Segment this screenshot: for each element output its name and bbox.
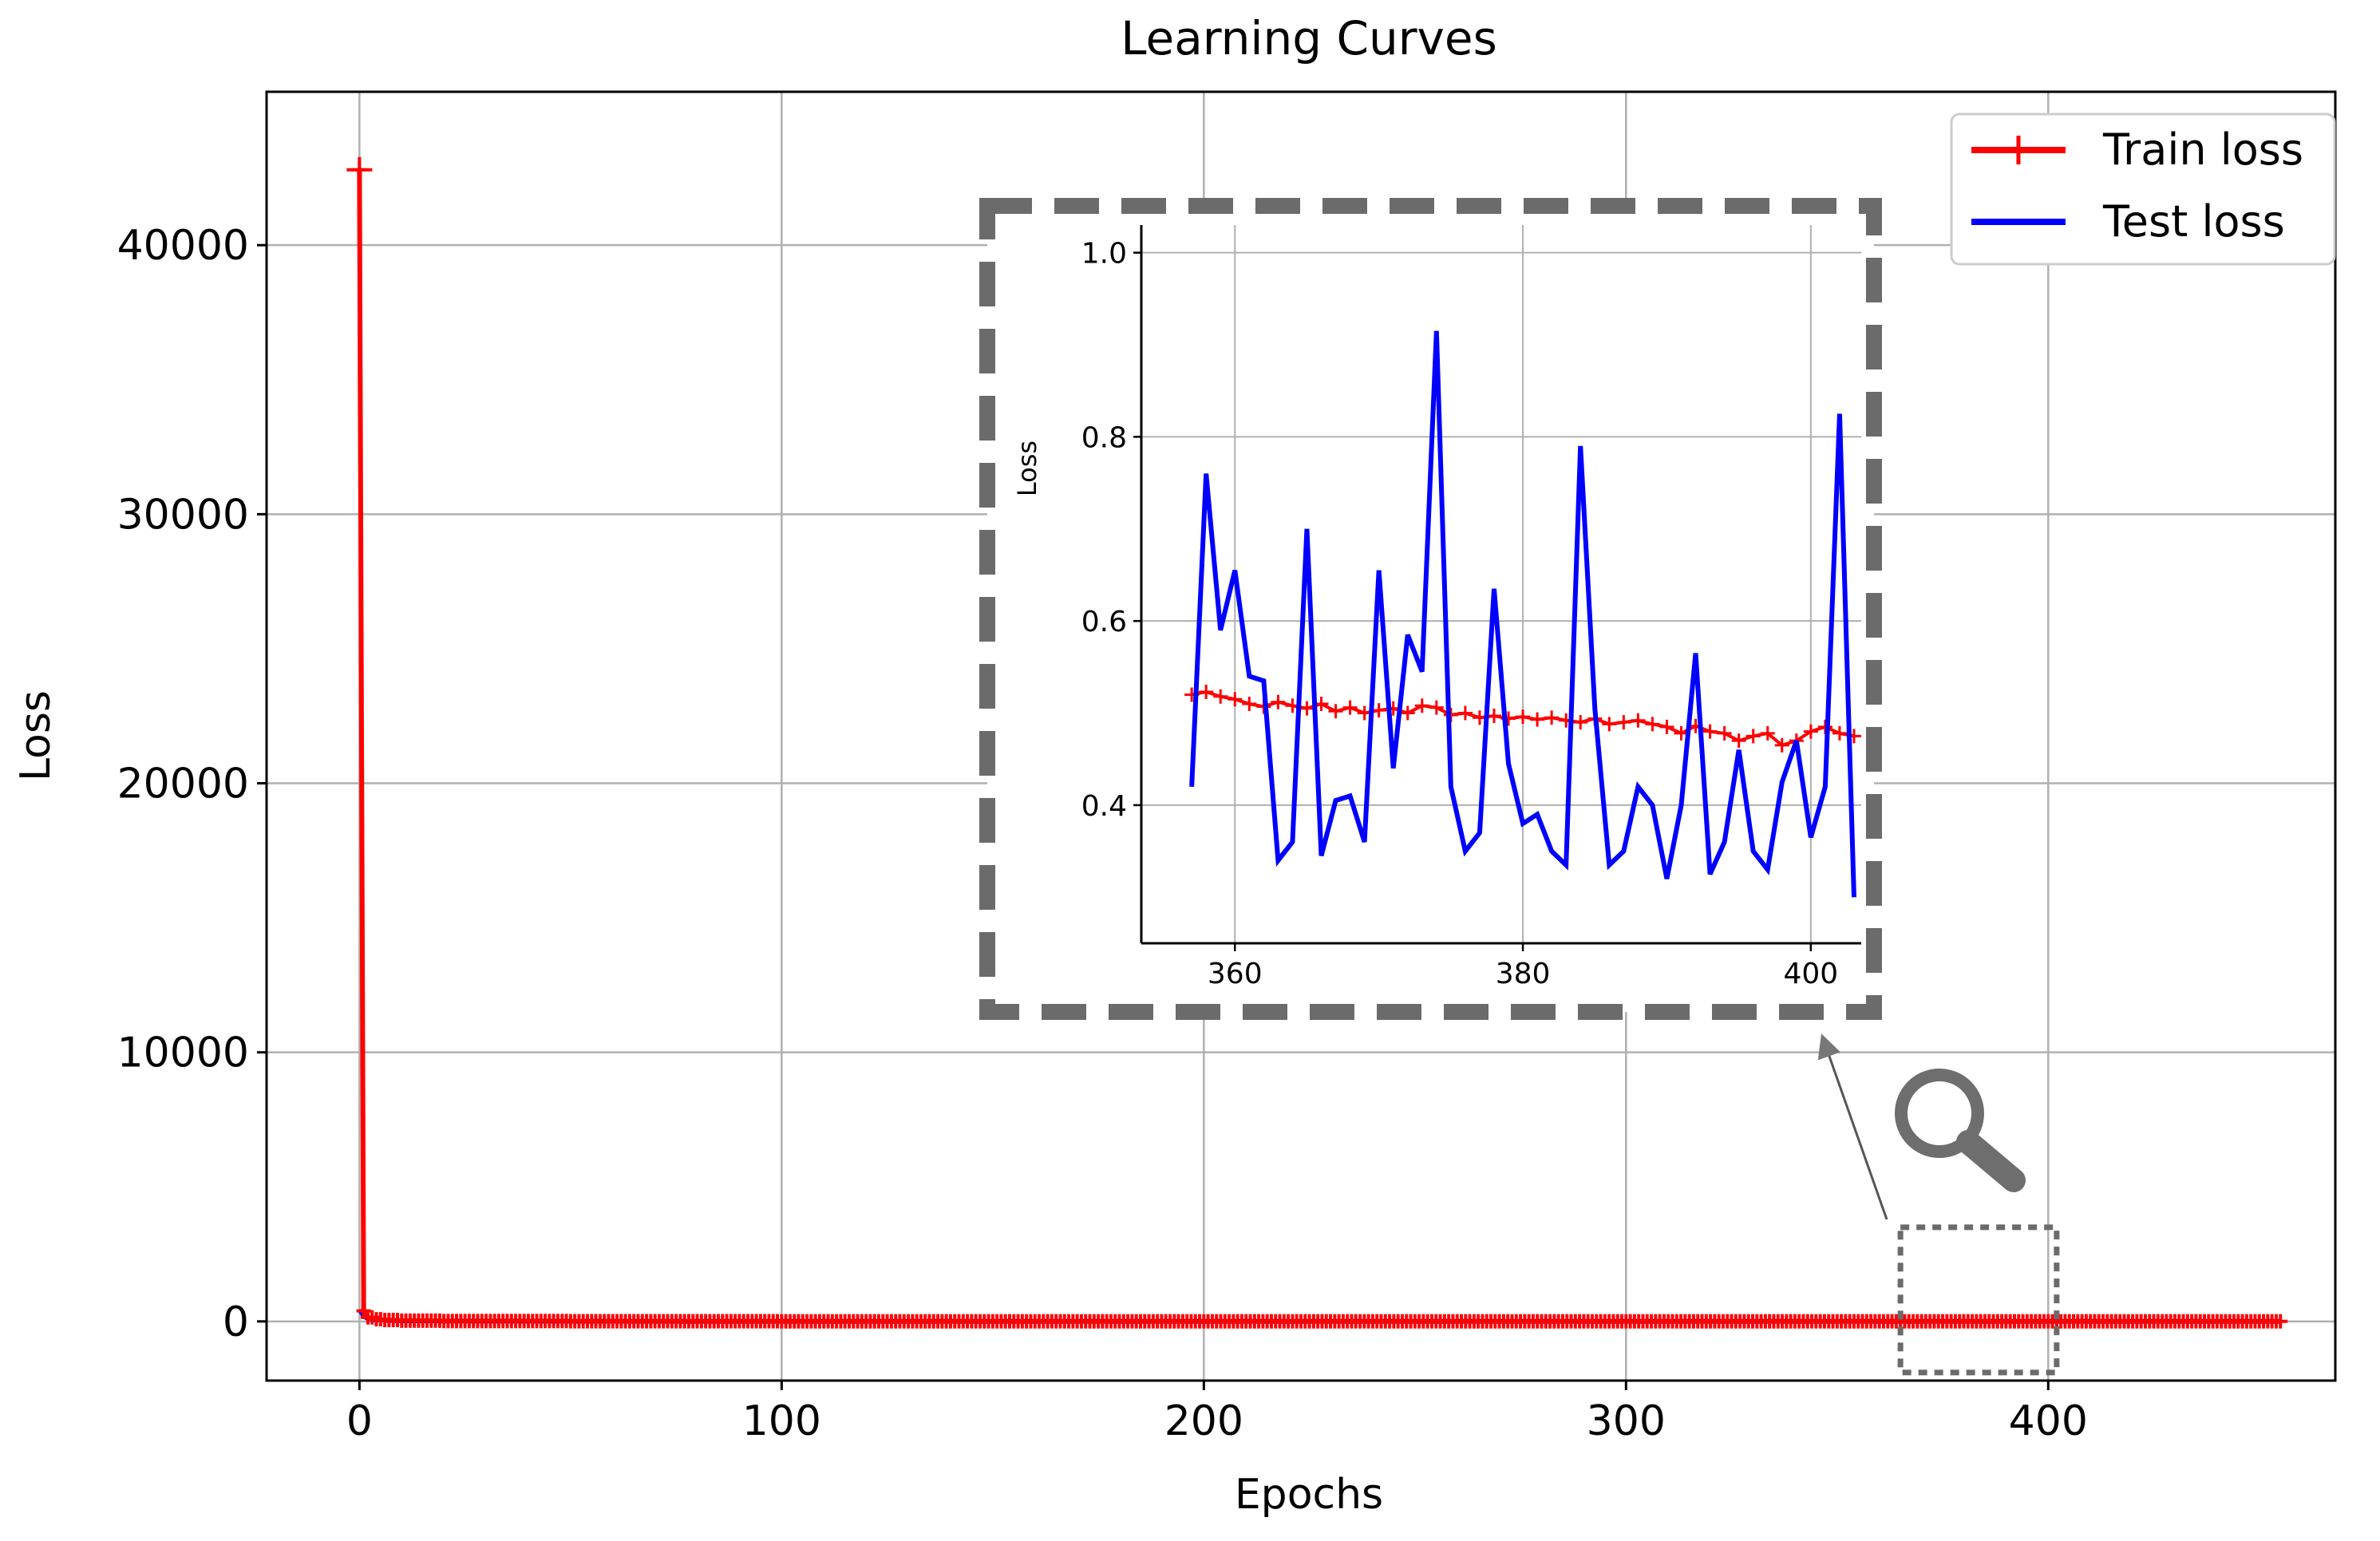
inset-train-loss-marker bbox=[1342, 700, 1358, 715]
zoom-arrow bbox=[1817, 1033, 1888, 1220]
main-y-tick-label: 20000 bbox=[117, 761, 249, 808]
main-x-tick-label: 200 bbox=[1164, 1397, 1243, 1445]
main-y-ticks: 0 10000 20000 30000 40000 bbox=[117, 222, 267, 1346]
inset-y-tick-label: 0.8 bbox=[1081, 421, 1127, 454]
inset-train-loss-marker bbox=[1457, 705, 1473, 721]
inset-train-loss-marker bbox=[1832, 725, 1847, 741]
inset-x-tick-label: 360 bbox=[1208, 958, 1263, 990]
main-x-tick-label: 0 bbox=[346, 1397, 373, 1445]
inset-train-loss-marker bbox=[1544, 710, 1560, 725]
inset-train-loss-marker bbox=[1516, 709, 1531, 725]
inset-train-loss-marker bbox=[1717, 725, 1732, 741]
inset-train-loss-marker bbox=[1400, 705, 1415, 721]
main-train-loss-peak-marker bbox=[346, 156, 373, 183]
y-axis-label: Loss bbox=[12, 690, 60, 781]
inset-y-axis-label: Loss bbox=[1012, 441, 1042, 496]
inset-train-loss-marker bbox=[1213, 689, 1228, 704]
inset-x-tick-label: 400 bbox=[1784, 958, 1839, 990]
zoom-region-box bbox=[1897, 1224, 2060, 1376]
inset-train-loss-marker bbox=[1745, 729, 1761, 744]
inset-train-loss-marker bbox=[1760, 725, 1775, 741]
main-y-tick-label: 40000 bbox=[117, 222, 249, 270]
inset-train-loss-marker bbox=[1328, 704, 1343, 719]
inset-test-loss-line bbox=[1189, 330, 1856, 898]
inset-train-loss-marker bbox=[1731, 733, 1746, 749]
main-x-tick-label: 300 bbox=[1587, 1397, 1666, 1445]
inset-train-loss-marker bbox=[1199, 685, 1214, 699]
inset-train-loss-marker bbox=[1429, 700, 1444, 715]
inset-train-loss-marker bbox=[1803, 724, 1818, 739]
legend-train-label: Train loss bbox=[2102, 124, 2303, 175]
legend-train-marker bbox=[2004, 136, 2033, 164]
inset-x-ticks: 360 380 400 bbox=[1208, 943, 1838, 990]
inset-chart: 360 380 400 0.4 0.6 0.8 1.0 Loss bbox=[979, 198, 1882, 1020]
inset-x-tick-label: 380 bbox=[1496, 958, 1551, 990]
legend: Train loss Test loss bbox=[1950, 113, 2336, 266]
inset-train-loss-marker bbox=[1299, 701, 1315, 716]
inset-y-tick-label: 0.4 bbox=[1081, 790, 1127, 823]
magnifier-icon bbox=[1895, 1069, 2026, 1192]
main-x-tick-label: 400 bbox=[2009, 1397, 2088, 1445]
inset-train-loss-marker bbox=[1371, 703, 1386, 718]
inset-train-loss-marker bbox=[1486, 709, 1501, 723]
main-x-tick-label: 100 bbox=[742, 1397, 821, 1445]
inset-train-loss-marker bbox=[1530, 712, 1545, 727]
main-x-ticks: 0 100 200 300 400 bbox=[346, 1381, 2088, 1445]
main-y-tick-label: 10000 bbox=[117, 1029, 249, 1077]
main-y-tick-label: 0 bbox=[223, 1298, 249, 1346]
inset-train-loss-marker bbox=[1774, 737, 1789, 753]
inset-train-loss-marker bbox=[1271, 694, 1286, 709]
inset-plot-area bbox=[1141, 225, 1861, 943]
inset-train-loss-marker bbox=[1242, 697, 1257, 711]
inset-y-ticks: 0.4 0.6 0.8 1.0 bbox=[1081, 238, 1141, 823]
inset-train-loss-marker bbox=[1414, 698, 1429, 713]
inset-train-loss-marker bbox=[1602, 717, 1617, 732]
main-plot-frame bbox=[265, 90, 2337, 1382]
legend-test-label: Test loss bbox=[2102, 196, 2285, 247]
inset-train-loss-marker bbox=[1228, 692, 1243, 707]
main-train-loss-markers bbox=[346, 156, 2288, 1329]
inset-train-loss-marker bbox=[1573, 715, 1588, 730]
x-axis-label: Epochs bbox=[1235, 1471, 1383, 1519]
inset-y-tick-label: 1.0 bbox=[1081, 238, 1127, 271]
inset-train-loss-marker bbox=[1631, 713, 1646, 728]
inset-train-loss-marker bbox=[1645, 717, 1660, 732]
inset-train-loss-marker bbox=[1616, 715, 1631, 730]
main-y-tick-label: 30000 bbox=[117, 491, 249, 539]
inset-y-tick-label: 0.6 bbox=[1081, 606, 1127, 638]
chart-title: Learning Curves bbox=[1121, 11, 1497, 65]
inset-train-loss-marker bbox=[1659, 719, 1674, 734]
inset-train-loss-marker bbox=[1702, 724, 1718, 739]
